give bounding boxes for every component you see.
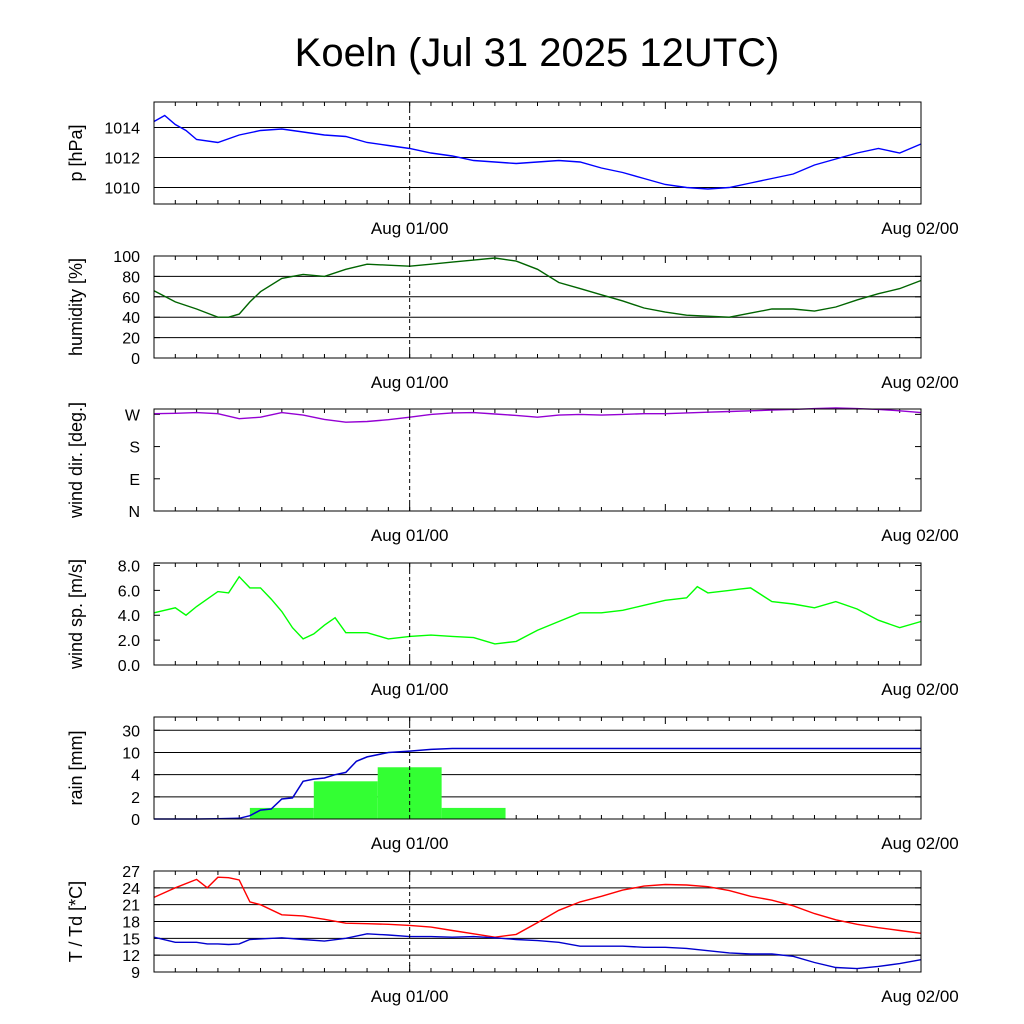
y-tick-label: 12 [122,948,140,965]
panel-frame [153,255,922,359]
panel-frame [153,870,922,973]
x-tick-label: Aug 01/00 [371,987,449,1006]
y-tick-label: 10 [122,745,140,762]
y-tick-label: 18 [122,915,140,932]
y-tick-label: E [129,472,140,489]
wind_speed-line [153,575,922,645]
humidity-line [153,257,922,318]
y-axis-label: T / Td [*C] [66,881,86,962]
rain-bar [313,781,378,819]
y-tick-label: 27 [122,864,140,881]
y-tick-label: 0 [131,812,140,829]
y-tick-label: 21 [122,898,140,915]
y-tick-label: 60 [122,290,140,307]
panel-rain: 0 2 4 10 30 rain [mm] Aug 01/00 Aug 02/00 [66,716,959,853]
panel-frame [153,101,922,205]
pressure-line [153,114,922,190]
x-tick-label: Aug 01/00 [371,834,449,853]
x-tick-label: Aug 02/00 [881,834,959,853]
y-axis-label: rain [mm] [66,730,86,805]
y-tick-label: 30 [122,723,140,740]
y-tick-label: N [128,504,140,521]
y-tick-label: 6.0 [118,583,140,600]
y-tick-label: 15 [122,931,140,948]
temperature-line [153,876,922,938]
panel-pressure: 1010 1012 1014 p [hPa] Aug 01/00 Aug 02/00 [66,101,959,238]
x-tick-label: Aug 02/00 [881,680,959,699]
y-tick-label: 100 [113,249,140,266]
y-tick-label: 1012 [104,151,140,168]
rain-bar [249,807,314,819]
y-tick-label: 0.0 [118,658,140,675]
panel-frame [153,716,922,820]
x-tick-label: Aug 01/00 [371,680,449,699]
y-tick-label: 8.0 [118,558,140,575]
y-tick-label: W [125,407,141,424]
y-tick-label: 1010 [104,181,140,198]
x-tick-label: Aug 02/00 [881,987,959,1006]
dewpoint-line [153,933,922,970]
y-tick-label: 80 [122,269,140,286]
rain-cumulative-line [154,747,921,820]
y-tick-label: 2.0 [118,633,140,650]
x-tick-label: Aug 02/00 [881,219,959,238]
panel-wind_speed: 0.0 2.0 4.0 6.0 8.0 wind sp. [m/s] Aug 01/00 Au… [66,558,959,699]
y-tick-label: 9 [131,965,140,982]
y-tick-label: 2 [131,790,140,807]
y-tick-label: 1014 [104,121,140,138]
y-axis-label: p [hPa] [66,124,86,181]
y-axis-label: humidity [%] [66,258,86,356]
chart-title: Koeln (Jul 31 2025 12UTC) [295,31,780,75]
y-tick-label: 0 [131,351,140,368]
x-tick-label: Aug 01/00 [371,219,449,238]
y-axis-label: wind dir. [deg.] [66,402,86,519]
y-tick-label: 4.0 [118,608,140,625]
y-tick-label: 24 [122,881,140,898]
x-tick-label: Aug 01/00 [371,373,449,392]
x-tick-label: Aug 02/00 [881,373,959,392]
panel-frame [153,408,922,512]
x-tick-label: Aug 02/00 [881,526,959,545]
rain-bar [441,807,506,819]
y-tick-label: S [129,440,140,457]
y-axis-label: wind sp. [m/s] [66,559,86,670]
panel-humidity: 0 20 40 60 80 100 humidity [%] Aug 01/00 Aug 02/… [66,249,959,392]
x-tick-label: Aug 01/00 [371,526,449,545]
y-tick-label: 40 [122,310,140,327]
y-tick-label: 4 [131,768,140,785]
y-tick-label: 20 [122,331,140,348]
panel-frame [153,562,922,666]
